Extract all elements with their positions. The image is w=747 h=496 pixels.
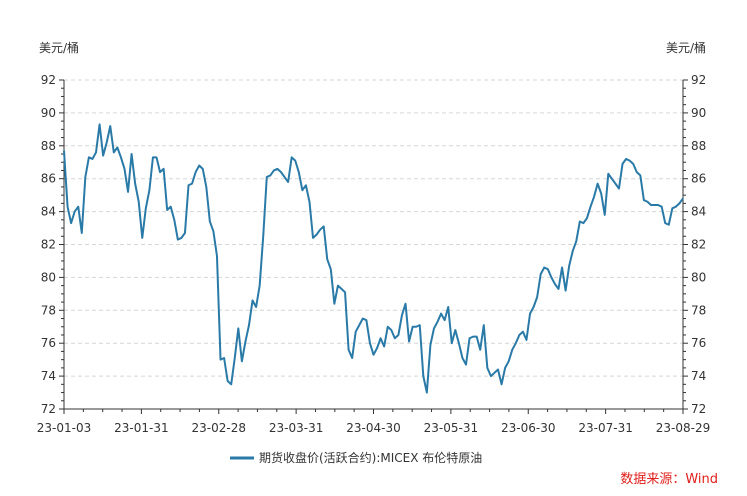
left-y-axis-ticks: 72 74 76 78 80 82 84 86 88 90 92 [41,73,64,416]
source-label: 数据来源：Wind [620,472,718,487]
series-line-brent-micex [63,123,684,394]
right-tick-label: 86 [691,172,706,186]
right-tick-label: 92 [691,73,706,87]
x-tick-label: 23-01-03 [37,421,91,435]
right-tick-label: 72 [691,402,706,416]
x-axis-ticks: 23-01-03 23-01-31 23-02-28 23-03-31 23-04-30… [37,409,710,435]
right-tick-label: 82 [691,238,706,252]
horizontal-gridlines [64,79,683,377]
x-tick-label: 23-02-28 [192,421,246,435]
left-y-unit-label: 美元/桶 [39,40,79,55]
right-y-axis-ticks: 72 74 76 78 80 82 84 86 88 90 92 [683,73,706,416]
x-tick-label: 23-07-31 [578,421,632,435]
left-tick-label: 88 [41,139,56,153]
right-tick-label: 90 [691,106,706,120]
left-tick-label: 82 [41,238,56,252]
x-tick-label: 23-01-31 [114,421,168,435]
left-tick-label: 86 [41,172,56,186]
left-tick-label: 84 [41,205,56,219]
right-tick-label: 80 [691,270,706,284]
right-tick-label: 78 [691,303,706,317]
x-tick-label: 23-04-30 [346,421,400,435]
left-tick-label: 80 [41,270,56,284]
x-tick-label: 23-06-30 [501,421,555,435]
right-tick-label: 76 [691,336,706,350]
left-tick-label: 90 [41,106,56,120]
right-y-unit-label: 美元/桶 [666,40,706,55]
left-tick-label: 72 [41,402,56,416]
left-tick-label: 74 [41,369,56,383]
right-tick-label: 84 [691,205,706,219]
x-tick-label: 23-05-31 [424,421,478,435]
x-tick-label: 23-03-31 [269,421,323,435]
left-tick-label: 92 [41,73,56,87]
x-tick-label: 23-08-29 [656,421,710,435]
left-tick-label: 78 [41,303,56,317]
right-tick-label: 74 [691,369,706,383]
legend-label: 期货收盘价(活跃合约):MICEX 布伦特原油 [259,450,482,465]
legend: 期货收盘价(活跃合约):MICEX 布伦特原油 [230,450,482,465]
right-tick-label: 88 [691,139,706,153]
left-tick-label: 76 [41,336,56,350]
